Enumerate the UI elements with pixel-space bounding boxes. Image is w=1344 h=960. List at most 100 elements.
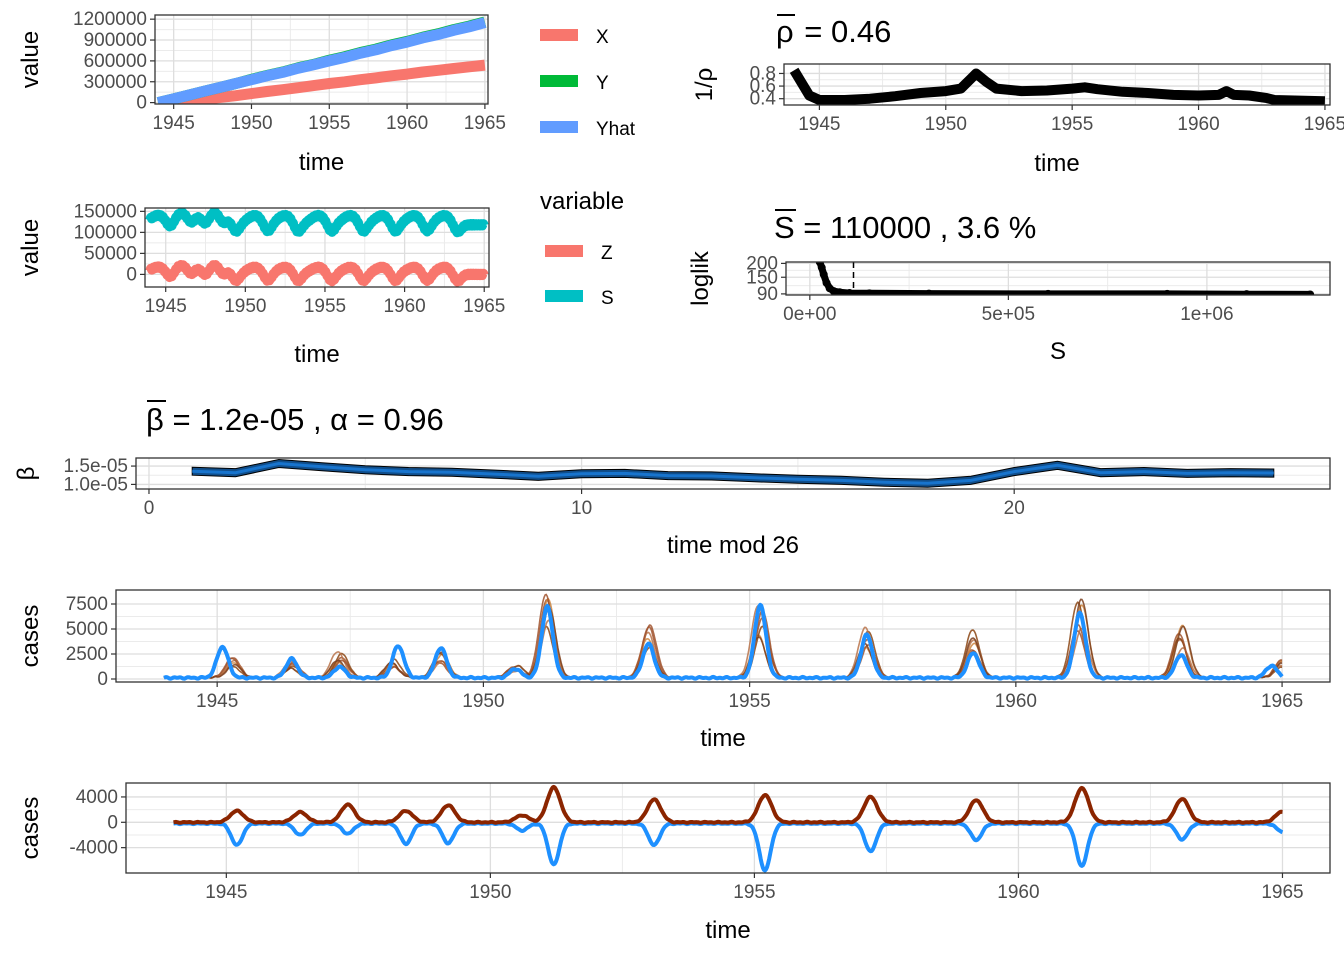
loglik-point — [1242, 290, 1251, 295]
rho-symbol: ρ — [776, 14, 794, 49]
loglik-title-value: 110000 , 3.6 % — [830, 210, 1036, 245]
y-tick-label: 0 — [97, 669, 108, 690]
y-tick-label: 1.5e-05 — [64, 456, 128, 477]
panel-border — [135, 457, 1331, 490]
x-tick-label: 1945 — [798, 114, 840, 135]
panel-border — [785, 261, 1331, 296]
x-axis-title: time — [705, 917, 750, 944]
y-tick-label: 0 — [107, 812, 118, 833]
panel-border — [154, 14, 489, 105]
beta-title-value: 1.2e-05 — [199, 402, 304, 437]
x-axis-title: time — [700, 725, 745, 752]
x-tick-label: 1950 — [469, 882, 511, 903]
legend-key-s — [545, 290, 583, 302]
legend-key-x — [540, 29, 578, 41]
x-tick-label: 5e+05 — [982, 304, 1035, 325]
y-axis-title: cases — [17, 605, 44, 668]
cumulative-panel: 1945 1950 1955 1960 1965 03000006000009000001… — [17, 9, 506, 176]
x-tick-label: 1960 — [383, 296, 425, 317]
loglik-point — [1163, 289, 1172, 295]
panel-border — [125, 782, 1331, 874]
negative-residual-line — [172, 821, 1284, 873]
y-tick-label: 5000 — [66, 619, 108, 640]
x-tick-label: 1950 — [462, 691, 504, 712]
y-tick-label: 600000 — [84, 51, 147, 72]
x-tick-label: 0 — [144, 498, 155, 519]
x-tick-label: 1945 — [145, 296, 187, 317]
x-tick-label: 1945 — [153, 113, 195, 134]
observed-cases-line — [163, 602, 1284, 681]
x-tick-label: 1e+06 — [1180, 304, 1233, 325]
panel-border — [144, 207, 490, 288]
series-x-line — [173, 59, 486, 104]
legend-key-yhat — [540, 121, 578, 133]
y-axis-title: loglik — [687, 250, 714, 306]
loglik-point — [924, 289, 933, 295]
legend-label-z: Z — [601, 243, 613, 264]
x-axis-title: time — [1034, 150, 1079, 177]
legend-label-x: X — [596, 27, 609, 48]
legend-key-z — [545, 245, 583, 257]
legend-label-y: Y — [596, 73, 609, 94]
beta-symbol: β — [146, 402, 164, 437]
legend-cumulative: X Y Yhat — [540, 27, 636, 140]
legend-label-s: S — [601, 288, 614, 309]
loglik-curve — [816, 262, 1311, 295]
loglik-point — [845, 289, 854, 295]
y-tick-label: 90 — [757, 284, 778, 305]
x-tick-label: 1955 — [1051, 114, 1093, 135]
x-tick-label: 1945 — [205, 882, 247, 903]
panel-border — [783, 63, 1331, 106]
loglik-point — [835, 288, 844, 295]
rho-title-value: 0.46 — [831, 14, 891, 49]
x-axis-title: time mod 26 — [667, 532, 799, 559]
series-z-line — [145, 260, 489, 287]
loglik-title: S = 110000 , 3.6 % — [774, 210, 1036, 245]
x-tick-label: 1950 — [224, 296, 266, 317]
y-tick-label: 0 — [126, 264, 137, 285]
y-tick-label: 2500 — [66, 644, 108, 665]
x-tick-label: 10 — [571, 498, 592, 519]
beta-line — [192, 461, 1274, 485]
x-tick-label: 1965 — [1304, 114, 1344, 135]
y-tick-label: 150 — [746, 267, 778, 288]
legend-title-variable: variable — [540, 188, 624, 215]
y-tick-label: 0 — [136, 93, 147, 114]
alpha-title-value: 0.96 — [383, 402, 443, 437]
beta-ribbon — [191, 458, 1275, 488]
loglik-point — [819, 270, 828, 279]
residual-panel: 1945 1950 1955 1960 1965 -4000 0 4000 time cases — [17, 782, 1331, 944]
x-tick-label: 1955 — [728, 691, 770, 712]
y-tick-label: -4000 — [69, 838, 118, 859]
cases-panel: 1945 1950 1955 1960 1965 0 2500 5000 7500 time cas… — [17, 589, 1331, 752]
beta-title: β = 1.2e-05 , α = 0.96 — [146, 402, 444, 437]
beta-panel: 0 10 20 1.0e-051.5e-05 time mod 26 β — [13, 456, 1331, 559]
x-tick-label: 1945 — [196, 691, 238, 712]
alpha-symbol: α — [330, 402, 348, 437]
y-axis-title: value — [17, 31, 44, 88]
s-symbol: S — [774, 210, 795, 245]
x-axis-title: time — [299, 149, 344, 176]
y-tick-label: 1200000 — [73, 9, 147, 30]
y-tick-label: 4000 — [76, 787, 118, 808]
x-tick-label: 1955 — [308, 113, 350, 134]
y-tick-label: 0.8 — [750, 63, 776, 84]
y-axis-title: cases — [17, 797, 44, 860]
y-tick-label: 150000 — [74, 201, 137, 222]
y-tick-label: 900000 — [84, 30, 147, 51]
y-tick-label: 200 — [746, 253, 778, 274]
rho-title: ρ = 0.46 — [776, 14, 891, 49]
y-tick-label: 50000 — [84, 243, 137, 264]
legend-key-y — [540, 75, 578, 87]
loglik-point — [865, 289, 874, 295]
x-tick-label: 1960 — [386, 113, 428, 134]
y-tick-label: 1.0e-05 — [64, 474, 128, 495]
rho-series-line — [789, 67, 1326, 105]
x-tick-label: 1965 — [464, 113, 506, 134]
x-tick-label: 1955 — [733, 882, 775, 903]
x-tick-label: 0e+00 — [783, 304, 836, 325]
x-axis-title: S — [1050, 338, 1066, 365]
x-tick-label: 1965 — [463, 296, 505, 317]
